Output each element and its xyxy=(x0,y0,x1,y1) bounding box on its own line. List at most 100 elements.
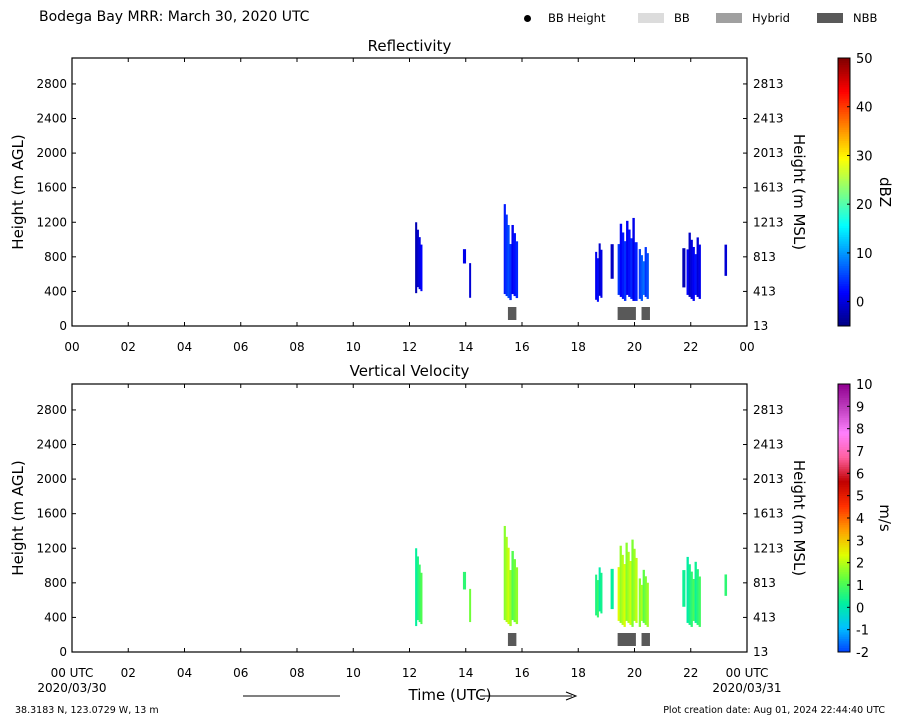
y2-tick-label: 2813 xyxy=(753,403,784,417)
colorbar-segment xyxy=(838,274,850,278)
colorbar-tick-label: 8 xyxy=(856,423,864,438)
colorbar-segment xyxy=(838,488,850,492)
colorbar-segment xyxy=(838,437,850,441)
colorbar-segment xyxy=(838,209,850,213)
page-title: Bodega Bay MRR: March 30, 2020 UTC xyxy=(39,9,310,25)
colorbar-segment xyxy=(838,250,850,253)
y2-tick-label: 2813 xyxy=(753,77,784,91)
colorbar-segment xyxy=(838,484,850,488)
colorbar-segment xyxy=(838,526,850,530)
y2-tick-label: 2013 xyxy=(753,472,784,486)
y2-tick-label: 13 xyxy=(753,645,768,659)
colorbar-segment xyxy=(838,138,850,142)
colorbar-tick-label: 50 xyxy=(856,52,873,67)
y-tick-label: 400 xyxy=(44,284,67,298)
colorbar-segment xyxy=(838,609,850,613)
x-tick-label: 00 UTC xyxy=(51,666,94,680)
x-tick-label: 20 xyxy=(627,666,642,680)
colorbar-segment xyxy=(838,493,850,497)
colorbar-segment xyxy=(838,205,850,209)
colorbar-frame xyxy=(837,57,851,327)
colorbar-segment xyxy=(838,192,850,195)
colorbar-segment xyxy=(838,395,850,398)
colorbar-segment xyxy=(838,203,850,206)
echo-column xyxy=(505,536,508,623)
colorbar-segment xyxy=(838,634,850,637)
colorbar-segment xyxy=(838,158,850,162)
colorbar-segment xyxy=(838,212,850,215)
legend-item-bb: BB xyxy=(638,11,690,25)
hybrid-swatch-icon xyxy=(716,13,742,23)
colorbar-label: m/s xyxy=(876,504,894,532)
legend: BB Height BB Hybrid NBB xyxy=(520,11,890,27)
colorbar-segment xyxy=(838,636,850,639)
colorbar-segment xyxy=(838,471,850,474)
colorbar-segment xyxy=(838,424,850,427)
colorbar-segment xyxy=(838,78,850,81)
y-tick-label: 2400 xyxy=(36,438,67,452)
colorbar-segment xyxy=(838,178,850,182)
colorbar-segment xyxy=(838,419,850,423)
colorbar-segment xyxy=(838,616,850,619)
colorbar-segment xyxy=(838,522,850,526)
colorbar-segment xyxy=(838,285,850,289)
echo-column xyxy=(507,225,510,299)
x-tick-label: 16 xyxy=(514,340,529,354)
colorbar-segment xyxy=(838,314,850,318)
legend-label: BB xyxy=(674,11,690,25)
colorbar-segment xyxy=(838,564,850,568)
colorbar-segment xyxy=(838,625,850,628)
x-tick-label: 00 UTC xyxy=(726,666,769,680)
colorbar-segment xyxy=(838,404,850,407)
colorbar-segment xyxy=(838,544,850,548)
echo-column xyxy=(462,249,467,264)
echo-column xyxy=(420,572,423,625)
echo-column xyxy=(694,254,697,295)
colorbar-segment xyxy=(838,154,850,157)
chart-title: Vertical Velocity xyxy=(350,362,470,380)
colorbar-segment xyxy=(838,451,850,454)
colorbar-segment xyxy=(838,58,850,61)
colorbar-segment xyxy=(838,256,850,260)
colorbar-segment xyxy=(838,140,850,144)
echo-column xyxy=(619,545,622,623)
echo-column xyxy=(630,238,633,299)
colorbar-segment xyxy=(838,511,850,514)
echo-column xyxy=(623,564,626,627)
colorbar-segment xyxy=(838,95,850,99)
nbb-marker xyxy=(507,633,517,646)
echo-column xyxy=(595,574,598,616)
colorbar-segment xyxy=(838,183,850,186)
colorbar-segment xyxy=(838,538,850,541)
colorbar-segment xyxy=(838,116,850,119)
colorbar-segment xyxy=(838,533,850,537)
colorbar-segment xyxy=(838,98,850,101)
colorbar-segment xyxy=(838,303,850,307)
colorbar-segment xyxy=(838,288,850,291)
colorbar-segment xyxy=(838,174,850,177)
colorbar-segment xyxy=(838,576,850,579)
colorbar-segment xyxy=(838,475,850,479)
echo-column xyxy=(642,569,645,623)
colorbar-segment xyxy=(838,486,850,490)
colorbar-segment xyxy=(838,149,850,153)
colorbar-segment xyxy=(838,272,850,276)
legend-label: Hybrid xyxy=(752,11,790,25)
echo-column xyxy=(640,584,643,621)
colorbar-segment xyxy=(838,279,850,282)
colorbar-segment xyxy=(838,198,850,202)
colorbar-segment xyxy=(838,120,850,124)
colorbar-segment xyxy=(838,620,850,624)
colorbar-segment xyxy=(838,171,850,175)
nbb-swatch-icon xyxy=(817,13,843,23)
colorbar-segment xyxy=(838,75,850,79)
colorbar-tick-label: 0 xyxy=(856,601,864,616)
y2-tick-label: 1213 xyxy=(753,541,784,555)
x-tick-label: 08 xyxy=(289,340,304,354)
colorbar-segment xyxy=(838,390,850,394)
x-tick-label: 22 xyxy=(683,666,698,680)
echo-column xyxy=(632,217,635,301)
echo-column xyxy=(619,223,623,297)
colorbar-segment xyxy=(838,455,850,459)
